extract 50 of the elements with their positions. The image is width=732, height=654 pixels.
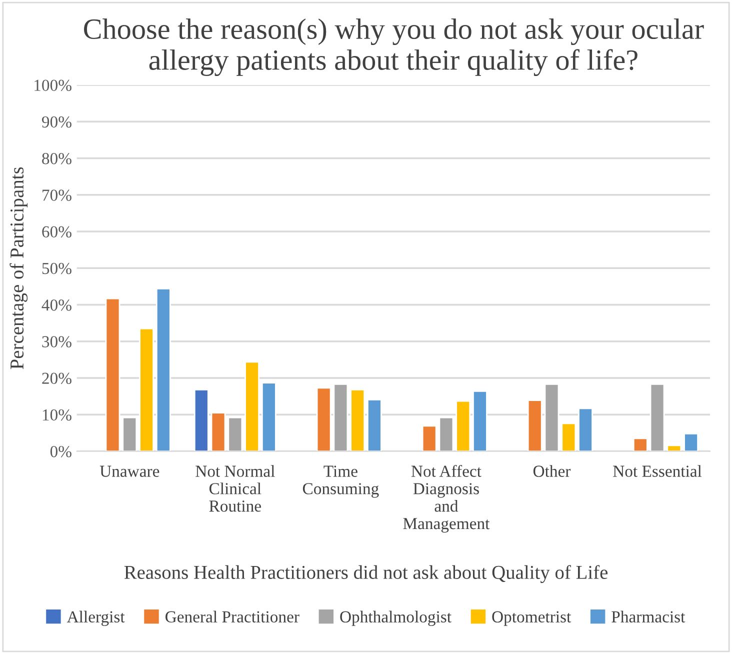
bar xyxy=(261,382,276,452)
bar xyxy=(650,384,665,452)
y-tick-label: 10% xyxy=(42,409,72,421)
chart-title: Choose the reason(s) why you do not ask your ocular allergy patients about their quality of life? xyxy=(84,18,704,76)
bar xyxy=(105,298,120,452)
y-axis-title: Percentage of Participants xyxy=(10,167,28,370)
bar xyxy=(422,425,437,452)
x-tick-label: Time Consuming xyxy=(302,466,379,498)
legend-label: Ophthalmologist xyxy=(340,610,452,626)
y-tick-label: 50% xyxy=(42,262,72,274)
bar xyxy=(472,390,488,452)
bar xyxy=(367,398,382,452)
bar xyxy=(156,288,171,452)
legend-label: Pharmacist xyxy=(612,610,686,622)
y-tick-label: 90% xyxy=(42,116,72,128)
bar xyxy=(210,412,226,452)
bar xyxy=(194,389,209,452)
bar xyxy=(244,361,260,452)
y-tick-label: 20% xyxy=(42,372,72,384)
x-tick-label: Not Essential xyxy=(613,465,702,477)
bar xyxy=(333,384,348,452)
bar xyxy=(578,408,593,452)
x-tick-label: Not Normal Clinical Routine xyxy=(196,465,275,512)
bar xyxy=(561,422,576,452)
x-tick-label: Unaware xyxy=(100,466,160,477)
y-tick-label: 0% xyxy=(50,446,72,458)
legend-label: Optometrist xyxy=(492,611,572,626)
bar xyxy=(456,400,471,452)
legend-label: General Practitioner xyxy=(166,610,300,622)
bar xyxy=(228,416,243,452)
x-tick-label: Other xyxy=(533,465,571,477)
x-axis-title: Reasons Health Practitioners did not ask about Quality of Life xyxy=(124,565,608,583)
bar xyxy=(122,416,138,452)
y-tick-label: 70% xyxy=(42,190,72,201)
bar xyxy=(666,444,682,452)
y-tick-label: 100% xyxy=(34,80,72,92)
y-tick-label: 30% xyxy=(42,336,72,348)
bar xyxy=(316,387,332,452)
bar xyxy=(350,389,366,452)
y-tick-label: 80% xyxy=(42,152,72,164)
y-tick-label: 40% xyxy=(42,299,72,311)
bar xyxy=(632,438,648,452)
bar xyxy=(544,384,560,452)
bar xyxy=(684,432,698,452)
bar xyxy=(438,416,454,452)
legend-label: Allergist xyxy=(66,610,125,626)
bar xyxy=(139,328,154,452)
y-tick-label: 60% xyxy=(42,226,72,238)
x-tick-label: Not Affect Diagnosis and Management xyxy=(403,464,490,533)
bar xyxy=(527,400,542,452)
